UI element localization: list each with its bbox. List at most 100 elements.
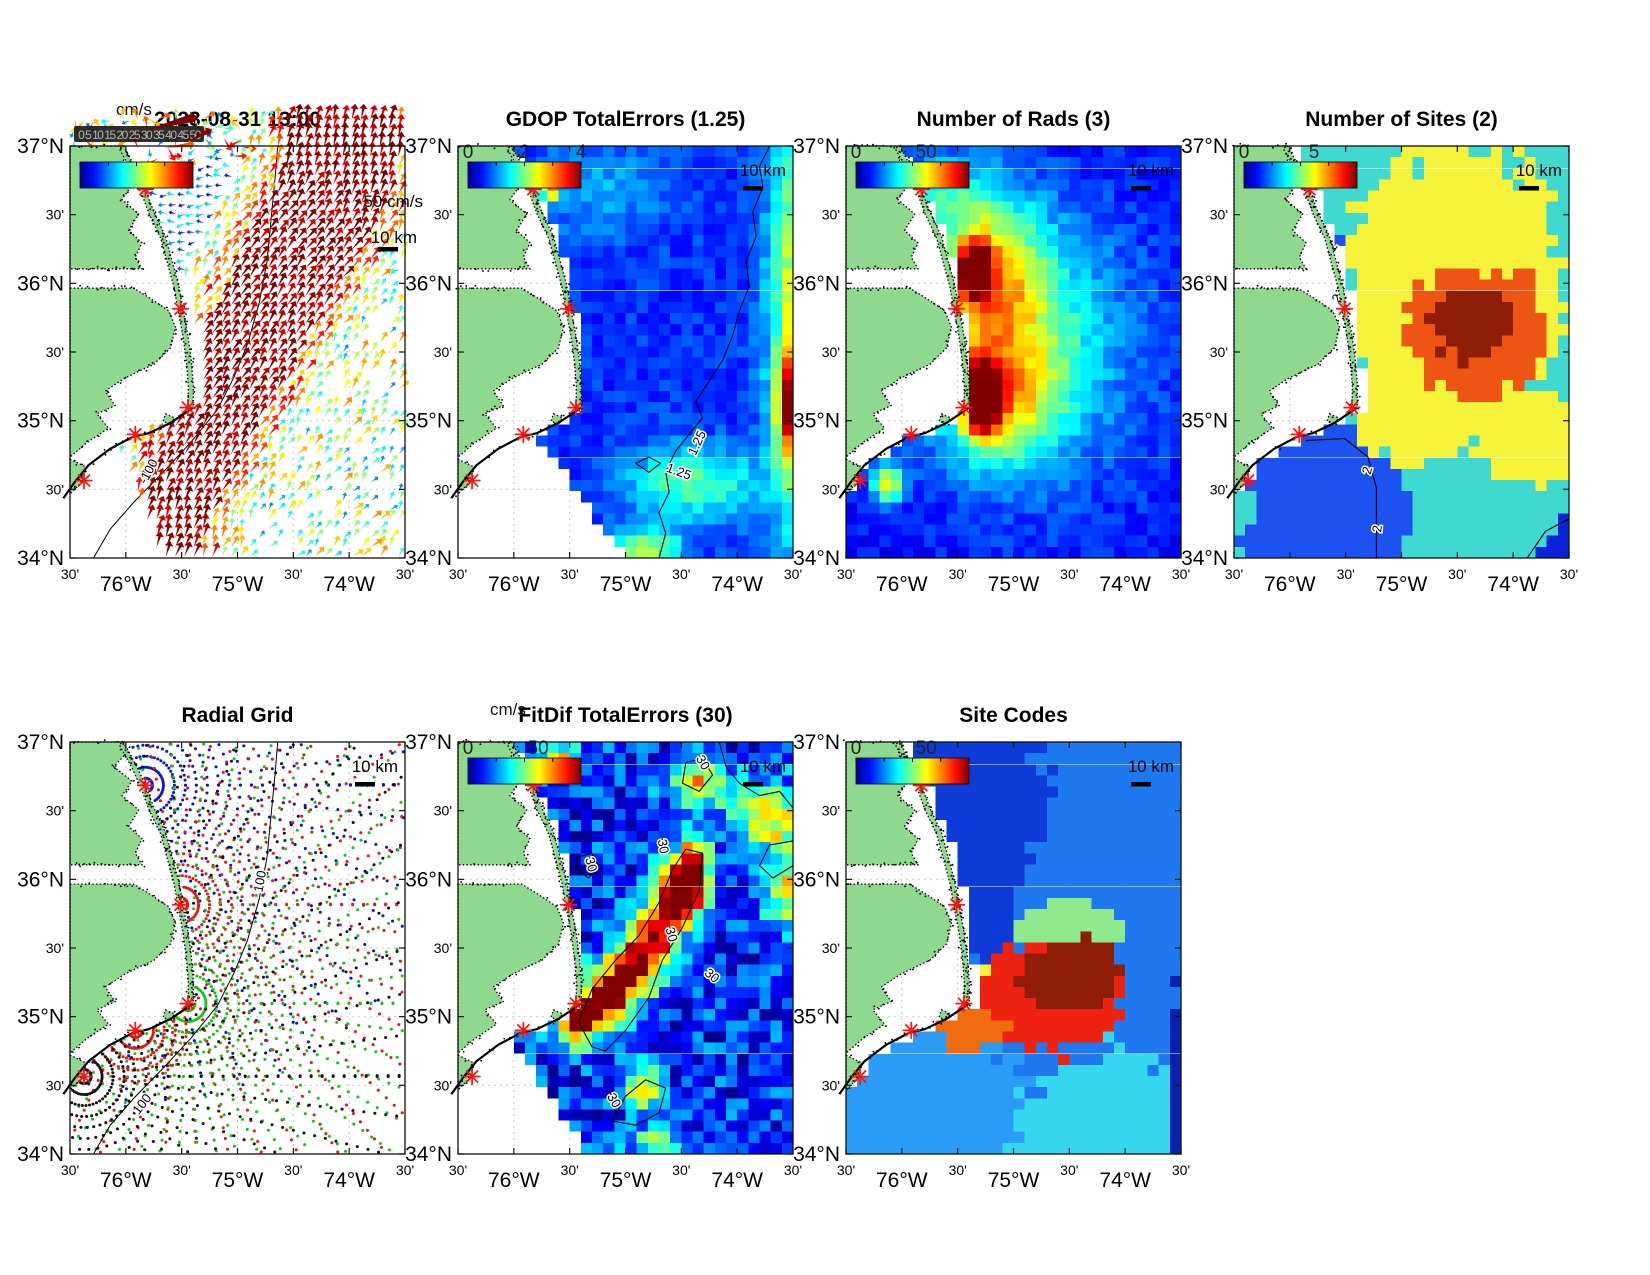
- svg-text:75°W: 75°W: [600, 573, 652, 596]
- svg-text:37°N: 37°N: [1181, 135, 1228, 158]
- colorbar: 0 50: [851, 142, 970, 189]
- svg-text:50: 50: [916, 738, 937, 759]
- svg-text:30': 30': [561, 566, 579, 582]
- colorbar: 0 50: [851, 738, 970, 785]
- svg-text:30': 30': [784, 1162, 802, 1178]
- radar-site-markers: [851, 776, 973, 1086]
- colorbar: 0 2 4: [463, 142, 587, 189]
- scale-bar: 10 km: [740, 161, 786, 191]
- axes-frame: [457, 741, 794, 1155]
- panel-title: GDOP TotalErrors (1.25): [505, 108, 746, 131]
- scale-label: 10 km: [1128, 757, 1174, 776]
- svg-text:30': 30': [672, 566, 690, 582]
- svg-text:30': 30': [434, 803, 452, 819]
- svg-text:37°N: 37°N: [405, 135, 452, 158]
- panel-title: FitDif TotalErrors (30): [518, 704, 733, 727]
- svg-text:30': 30': [434, 1077, 452, 1093]
- svg-text:34°N: 34°N: [17, 1143, 64, 1166]
- svg-text:30': 30': [1560, 566, 1578, 582]
- svg-text:100: 100: [251, 869, 270, 893]
- svg-text:75°W: 75°W: [212, 573, 264, 596]
- radar-site-markers: [75, 776, 197, 1086]
- svg-text:0: 0: [851, 142, 862, 163]
- axes-frame: [1233, 145, 1570, 559]
- scale-bar: 10 km: [740, 757, 786, 787]
- svg-text:34°N: 34°N: [405, 547, 452, 570]
- panel-title: Number of Sites (2): [1305, 108, 1498, 131]
- svg-text:34°N: 34°N: [793, 1143, 840, 1166]
- scale-label: 10 km: [371, 228, 417, 247]
- coastline: [838, 1002, 970, 1095]
- svg-text:36°N: 36°N: [1181, 272, 1228, 295]
- svg-text:0: 0: [463, 142, 474, 163]
- svg-text:35°N: 35°N: [793, 410, 840, 433]
- svg-text:50: 50: [528, 738, 549, 759]
- svg-text:30': 30': [173, 1162, 191, 1178]
- svg-text:37°N: 37°N: [405, 731, 452, 754]
- svg-text:30': 30': [1210, 481, 1228, 497]
- panel-number-of-rads: Number of Rads (3) 0 50 10 km 30' 76°W 30' 75°…: [793, 109, 1190, 596]
- scale-label: 10 km: [740, 161, 786, 180]
- svg-text:30': 30': [784, 566, 802, 582]
- svg-text:2: 2: [519, 142, 530, 163]
- panel-fitdif-total-errors: FitDif TotalErrors (30) cm/s 30 30 30 30 30 3…: [405, 700, 802, 1192]
- svg-text:76°W: 76°W: [876, 573, 928, 596]
- axes-frame: [69, 741, 406, 1155]
- svg-text:75°W: 75°W: [212, 1169, 264, 1192]
- svg-text:30': 30': [46, 940, 64, 956]
- coast-speckles: [73, 143, 196, 490]
- svg-text:30': 30': [1210, 207, 1228, 223]
- svg-text:30': 30': [46, 1077, 64, 1093]
- svg-text:30': 30': [434, 207, 452, 223]
- svg-text:2: 2: [1369, 525, 1385, 534]
- svg-text:36°N: 36°N: [405, 868, 452, 891]
- panel-title: Radial Grid: [181, 704, 294, 727]
- axes-frame: [457, 145, 794, 559]
- bathymetry-contour: [93, 741, 279, 1155]
- bathymetry-contour: [93, 145, 279, 559]
- coastline: [1226, 406, 1358, 499]
- scale-bar: 10 km: [1128, 757, 1174, 787]
- coast-speckles: [842, 739, 972, 1090]
- svg-text:30': 30': [949, 1162, 967, 1178]
- svg-text:30': 30': [822, 940, 840, 956]
- svg-text:74°W: 74°W: [323, 573, 375, 596]
- svg-text:30': 30': [1210, 344, 1228, 360]
- panel-gdop-total-errors: GDOP TotalErrors (1.25) 1.25 1.25 0 2 4 10 km…: [405, 109, 802, 596]
- svg-text:35°N: 35°N: [405, 410, 452, 433]
- svg-text:30': 30': [837, 1162, 855, 1178]
- svg-text:30: 30: [582, 856, 600, 874]
- scale-label: 10 km: [740, 757, 786, 776]
- svg-text:30: 30: [663, 926, 681, 944]
- svg-text:0: 0: [851, 738, 862, 759]
- panel-title: Site Codes: [959, 704, 1068, 727]
- colorbar: 0 50: [463, 738, 582, 785]
- svg-text:30: 30: [655, 838, 672, 855]
- contour-lines: [1305, 437, 1570, 559]
- colorbar-overlapped-tick-strip: [74, 126, 204, 142]
- scale-label: 10 km: [1516, 161, 1562, 180]
- category-cells: [1234, 146, 1569, 559]
- svg-text:30': 30': [1172, 1162, 1190, 1178]
- radar-site-markers: [1239, 180, 1361, 490]
- radial-dots-site2: [74, 742, 404, 1153]
- panel-radial-grid: Radial Grid 100 100 10 km 30' 76°W 30' 75°W 30'…: [17, 705, 414, 1192]
- coast-speckles: [457, 738, 585, 1088]
- svg-text:36°N: 36°N: [793, 272, 840, 295]
- svg-text:76°W: 76°W: [1264, 573, 1316, 596]
- svg-text:36°N: 36°N: [793, 868, 840, 891]
- scale-bar: 10 km: [1516, 161, 1562, 191]
- svg-text:0: 0: [1239, 142, 1250, 163]
- svg-text:30': 30': [173, 566, 191, 582]
- svg-text:76°W: 76°W: [100, 1169, 152, 1192]
- axis-tick-labels: 30' 76°W 30' 75°W 30' 74°W 30' 37°N 30' 36°N 30' 35…: [793, 135, 1190, 596]
- heatmap-cells: [846, 146, 1181, 559]
- svg-text:35°N: 35°N: [793, 1006, 840, 1029]
- scale-label: 10 km: [352, 757, 398, 776]
- svg-text:74°W: 74°W: [1487, 573, 1539, 596]
- axis-tick-labels: 30' 76°W 30' 75°W 30' 74°W 30' 37°N 30' 36°N 30' 35…: [405, 731, 802, 1192]
- colorbar: 0 5 10 15 20 25 30 35 40 45 50: [74, 126, 204, 189]
